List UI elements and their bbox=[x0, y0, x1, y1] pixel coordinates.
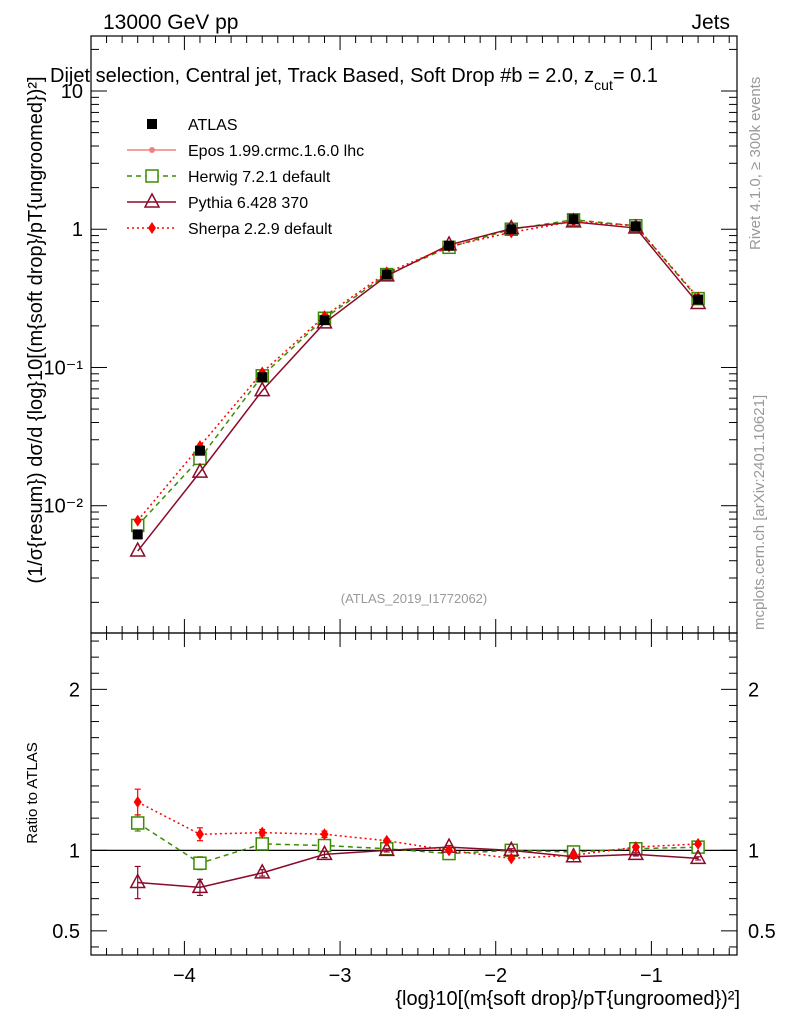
y-axis-label-ratio: Ratio to ATLAS bbox=[24, 742, 41, 843]
ratio-line-herwig bbox=[137, 822, 699, 865]
legend-marker-atlas bbox=[147, 119, 157, 129]
legend: ATLAS Epos 1.99.crmc.1.6.0 lhc Herwig 7.2.… bbox=[127, 117, 364, 238]
ratio-point-herwig bbox=[255, 837, 269, 851]
y-tick-label-ratio: 1 bbox=[69, 840, 80, 862]
y-tick-label-ratio: 2 bbox=[69, 679, 80, 701]
y-tick-label-ratio: 0.5 bbox=[52, 921, 80, 943]
ratio-point-sherpa bbox=[195, 828, 204, 841]
point-pythia bbox=[253, 381, 271, 397]
ratio-series bbox=[129, 788, 707, 900]
ratio-point-pythia bbox=[129, 872, 146, 889]
ratio-point-pythia bbox=[627, 844, 645, 861]
main-series bbox=[129, 212, 707, 557]
ratio-line-pythia bbox=[137, 846, 699, 889]
legend-marker-epos bbox=[149, 147, 155, 153]
point-pythia bbox=[129, 541, 146, 557]
legend-marker-pythia bbox=[143, 192, 161, 208]
point-atlas bbox=[630, 221, 641, 232]
ratio-point-sherpa bbox=[507, 852, 516, 865]
legend-marker-sherpa bbox=[148, 222, 156, 234]
point-atlas bbox=[506, 224, 517, 235]
legend-label-pythia: Pythia 6.428 370 bbox=[188, 195, 308, 212]
y-tick-label-ratio-right: 1 bbox=[748, 840, 759, 862]
ratio-point-sherpa bbox=[569, 849, 578, 862]
x-axis-label: {log}10[(m{soft drop}/pT{ungroomed})²] bbox=[395, 988, 740, 1010]
y-axis-label-main: (1/σ{resum}) dσ/d {log}10[(m{soft drop}/… bbox=[25, 76, 47, 583]
header-left-label: 13000 GeV pp bbox=[103, 11, 238, 34]
y-tick-label-ratio-right: 0.5 bbox=[748, 921, 776, 943]
ratio-point-sherpa bbox=[320, 828, 329, 841]
y-tick-label-main: 10⁻¹ bbox=[44, 357, 84, 379]
ratio-point-sherpa bbox=[133, 796, 142, 809]
ratio-point-pythia bbox=[689, 848, 707, 865]
plot-title-main: Dijet selection, Central jet, Track Base… bbox=[50, 65, 594, 87]
ratio-point-herwig bbox=[193, 856, 207, 870]
legend-label-herwig: Herwig 7.2.1 default bbox=[188, 169, 331, 186]
series-line-sherpa bbox=[137, 220, 699, 522]
analysis-watermark: (ATLAS_2019_I1772062) bbox=[341, 591, 487, 606]
point-atlas bbox=[568, 214, 579, 225]
ratio-point-herwig bbox=[130, 816, 145, 830]
plot-title: Dijet selection, Central jet, Track Base… bbox=[50, 65, 658, 93]
ratio-point-sherpa bbox=[382, 834, 391, 847]
point-atlas bbox=[444, 240, 455, 251]
plot-title-sub: cut bbox=[594, 77, 613, 93]
ratio-line-sherpa bbox=[137, 801, 699, 860]
plot-title-tail: = 0.1 bbox=[613, 65, 658, 87]
ratio-point-sherpa bbox=[258, 826, 267, 839]
ratio-point-sherpa bbox=[445, 844, 454, 857]
series-line-pythia bbox=[137, 221, 699, 552]
y-tick-label-ratio-right: 2 bbox=[748, 679, 759, 701]
legend-marker-herwig bbox=[145, 169, 159, 183]
ratio-point-sherpa bbox=[631, 841, 640, 854]
point-atlas bbox=[319, 315, 330, 326]
point-pythia bbox=[191, 462, 209, 478]
main-axes: 10⁻² 10⁻¹ 1 10 bbox=[44, 36, 737, 633]
legend-label-epos: Epos 1.99.crmc.1.6.0 lhc bbox=[188, 143, 364, 160]
ratio-plot-frame bbox=[90, 632, 738, 956]
legend-label-sherpa: Sherpa 2.2.9 default bbox=[188, 221, 333, 238]
rivet-version-label: Rivet 4.1.0, ≥ 300k events bbox=[747, 77, 764, 250]
point-atlas bbox=[693, 294, 704, 305]
y-tick-label-main: 10⁻² bbox=[44, 496, 84, 518]
legend-label-atlas: ATLAS bbox=[188, 117, 238, 134]
ratio-point-pythia bbox=[253, 863, 271, 879]
ratio-point-pythia bbox=[316, 844, 333, 861]
y-tick-label-main: 1 bbox=[72, 219, 83, 241]
x-tick-label: −1 bbox=[640, 965, 663, 987]
ratio-point-pythia bbox=[191, 877, 209, 894]
ratio-point-sherpa bbox=[694, 837, 703, 850]
x-tick-label: −3 bbox=[329, 965, 352, 987]
mcplots-source-label: mcplots.cern.ch [arXiv:2401.10621] bbox=[751, 395, 768, 630]
ratio-point-pythia bbox=[378, 840, 396, 857]
x-tick-label: −2 bbox=[484, 965, 507, 987]
x-tick-label: −4 bbox=[173, 965, 196, 987]
ratio-axes: −4 −3 −2 −1 0.5 0.5 1 1 2 2 bbox=[52, 633, 776, 987]
point-atlas bbox=[257, 372, 268, 383]
y-tick-label-main: 10 bbox=[61, 81, 83, 103]
point-atlas bbox=[381, 269, 392, 280]
series-line-herwig bbox=[137, 219, 699, 526]
point-atlas bbox=[194, 445, 205, 456]
point-atlas bbox=[132, 529, 143, 540]
point-sherpa bbox=[133, 514, 142, 527]
header-right-label: Jets bbox=[691, 11, 730, 34]
